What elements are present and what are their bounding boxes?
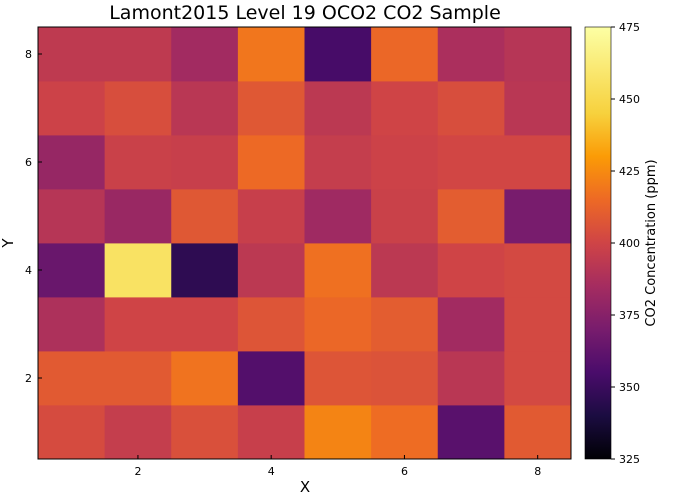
heatmap-cell: [371, 135, 439, 190]
heatmap-cell: [504, 135, 572, 190]
heatmap-cell: [371, 243, 439, 298]
y-tick-label: 4: [25, 264, 32, 277]
heatmap-cell: [504, 189, 572, 244]
heatmap-cell: [38, 243, 106, 298]
heatmap-cell: [171, 189, 239, 244]
heatmap-cell: [304, 189, 372, 244]
x-tick-label: 2: [134, 465, 141, 478]
heatmap-cell: [437, 243, 505, 298]
heatmap-cell: [237, 81, 305, 136]
y-tick-label: 6: [25, 156, 32, 169]
heatmap-cell: [237, 27, 305, 82]
heatmap-cell: [171, 27, 239, 82]
heatmap-cell: [504, 297, 572, 352]
heatmap-cells: [38, 27, 572, 460]
x-tick-label: 4: [268, 465, 275, 478]
heatmap-cell: [437, 297, 505, 352]
y-axis-title: Y: [0, 238, 17, 249]
y-tick-label: 8: [25, 48, 32, 61]
x-axis-title: X: [300, 478, 310, 496]
heatmap-cell: [504, 81, 572, 136]
colorbar-tick-label: 375: [619, 309, 640, 322]
heatmap-cell: [304, 135, 372, 190]
chart-title: Lamont2015 Level 19 OCO2 CO2 Sample: [109, 2, 501, 24]
colorbar-tick-label: 400: [619, 237, 640, 250]
heatmap-cell: [104, 27, 172, 82]
heatmap-cell: [171, 351, 239, 406]
heatmap-cell: [371, 81, 439, 136]
heatmap-cell: [104, 243, 172, 298]
heatmap-cell: [104, 351, 172, 406]
heatmap-cell: [304, 405, 372, 460]
heatmap-cell: [171, 243, 239, 298]
heatmap-cell: [371, 189, 439, 244]
heatmap-cell: [237, 189, 305, 244]
colorbar: [584, 26, 612, 460]
colorbar-tick-label: 325: [619, 453, 640, 466]
colorbar-tick-label: 475: [619, 21, 640, 34]
y-tick-label: 2: [25, 372, 32, 385]
heatmap-cell: [171, 81, 239, 136]
heatmap-cell: [437, 405, 505, 460]
heatmap-cell: [437, 135, 505, 190]
colorbar-title: CO2 Concentration (ppm): [644, 159, 659, 326]
x-tick-label: 8: [534, 465, 541, 478]
heatmap-cell: [237, 135, 305, 190]
heatmap-cell: [38, 189, 106, 244]
heatmap-cell: [371, 351, 439, 406]
heatmap-cell: [104, 81, 172, 136]
heatmap-cell: [38, 405, 106, 460]
colorbar-tick-label: 350: [619, 381, 640, 394]
colorbar-ticks: 325 350 375 400 425 450 475: [611, 21, 640, 466]
heatmap-cell: [437, 351, 505, 406]
heatmap-cell: [171, 297, 239, 352]
heatmap-cell: [304, 81, 372, 136]
heatmap-cell: [371, 297, 439, 352]
heatmap-cell: [104, 135, 172, 190]
heatmap-cell: [304, 243, 372, 298]
heatmap-cell: [104, 189, 172, 244]
heatmap-cell: [38, 297, 106, 352]
colorbar-tick-label: 450: [619, 93, 640, 106]
heatmap-cell: [371, 405, 439, 460]
heatmap-cell: [371, 27, 439, 82]
heatmap-cell: [504, 27, 572, 82]
heatmap-cell: [504, 243, 572, 298]
heatmap-cell: [304, 351, 372, 406]
heatmap-cell: [104, 297, 172, 352]
heatmap-cell: [437, 189, 505, 244]
heatmap-cell: [171, 135, 239, 190]
plot-frame: [37, 26, 572, 460]
y-axis-ticks: 2 4 6 8: [25, 48, 42, 385]
x-axis-ticks: 2 4 6 8: [134, 455, 541, 478]
heatmap-cell: [504, 351, 572, 406]
heatmap-cell: [38, 81, 106, 136]
heatmap-cell: [504, 405, 572, 460]
heatmap-cell: [38, 351, 106, 406]
heatmap-cell: [237, 297, 305, 352]
heatmap-cell: [104, 405, 172, 460]
heatmap-cell: [437, 27, 505, 82]
heatmap-cell: [38, 27, 106, 82]
heatmap-cell: [437, 81, 505, 136]
heatmap-cell: [237, 351, 305, 406]
heatmap-cell: [237, 243, 305, 298]
colorbar-tick-label: 425: [619, 165, 640, 178]
x-tick-label: 6: [401, 465, 408, 478]
heatmap-cell: [38, 135, 106, 190]
heatmap-cell: [237, 405, 305, 460]
heatmap-cell: [171, 405, 239, 460]
heatmap-cell: [304, 27, 372, 82]
heatmap-cell: [304, 297, 372, 352]
